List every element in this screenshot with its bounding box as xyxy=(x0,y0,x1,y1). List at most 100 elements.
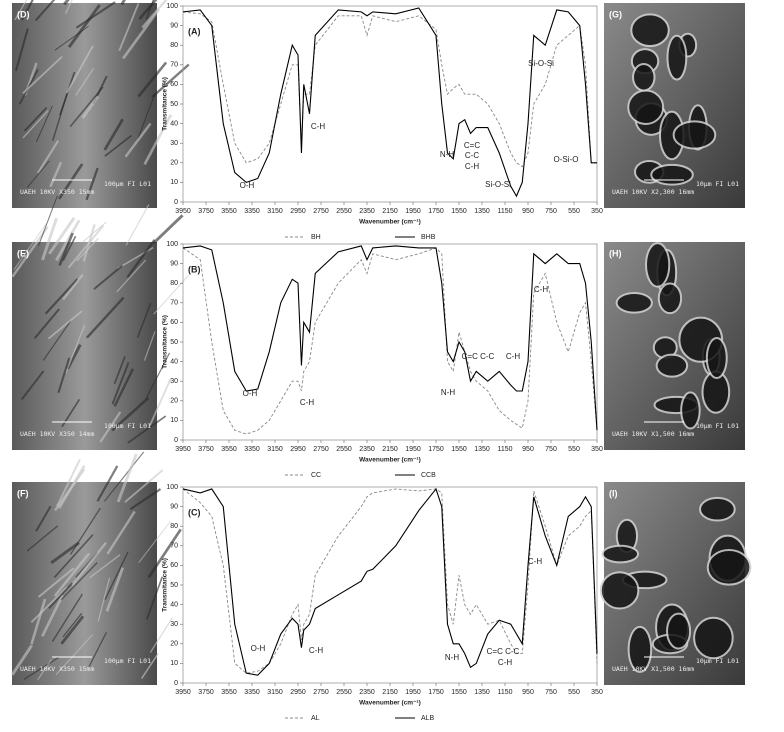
texture xyxy=(14,0,28,21)
x-tick-label: 1350 xyxy=(474,689,490,696)
texture xyxy=(37,567,75,598)
scale-text: 10µm FI L01 xyxy=(696,180,739,188)
texture xyxy=(122,8,161,60)
texture xyxy=(137,61,168,98)
pore xyxy=(672,120,717,150)
sem-image xyxy=(604,3,745,208)
annotation: C-H xyxy=(534,285,548,294)
texture xyxy=(62,273,84,301)
pore xyxy=(693,616,734,660)
texture xyxy=(66,344,82,370)
y-tick-label: 90 xyxy=(170,260,178,267)
x-tick-label: 3150 xyxy=(267,208,283,215)
y-tick-label: 40 xyxy=(170,358,178,365)
x-tick-label: 2550 xyxy=(336,689,352,696)
texture xyxy=(26,160,50,188)
x-tick-label: 1350 xyxy=(474,208,490,215)
texture xyxy=(75,67,95,96)
pore xyxy=(615,291,653,314)
texture xyxy=(93,264,123,290)
legend-label: BHB xyxy=(421,234,436,241)
x-tick-label: 1550 xyxy=(451,689,467,696)
y-tick-label: 10 xyxy=(170,179,178,186)
texture xyxy=(47,310,83,340)
pore xyxy=(655,353,689,378)
texture xyxy=(141,0,168,29)
y-tick-label: 0 xyxy=(174,437,178,444)
x-tick-label: 350 xyxy=(591,208,603,215)
sem-image xyxy=(11,195,189,450)
annotation: O-H xyxy=(251,644,266,653)
texture xyxy=(106,510,136,555)
x-tick-label: 3150 xyxy=(267,689,283,696)
x-tick-label: 750 xyxy=(545,689,557,696)
texture xyxy=(124,469,164,503)
x-tick-label: 1150 xyxy=(497,689,512,696)
x-tick-label: 2350 xyxy=(359,446,375,453)
plot-frame xyxy=(182,486,598,684)
y-tick-label: 40 xyxy=(170,120,178,127)
texture xyxy=(103,118,124,151)
panel-label: (A) xyxy=(188,26,201,36)
x-tick-label: 3350 xyxy=(244,689,260,696)
annotation: C-H xyxy=(311,122,325,131)
sem-image xyxy=(11,451,182,685)
texture xyxy=(20,0,34,21)
annotation: C=C C-C xyxy=(462,352,495,361)
y-tick-label: 50 xyxy=(170,101,178,108)
texture xyxy=(35,105,53,142)
x-tick-label: 3350 xyxy=(244,446,260,453)
x-tick-label: 2950 xyxy=(290,208,306,215)
x-tick-label: 2350 xyxy=(359,689,375,696)
sem-image xyxy=(599,482,752,685)
x-tick-label: 1950 xyxy=(405,208,421,215)
texture xyxy=(62,612,83,638)
annotation: N-H xyxy=(440,150,454,159)
y-tick-label: 80 xyxy=(170,42,178,49)
series-line xyxy=(182,245,598,431)
x-tick-label: 550 xyxy=(568,446,580,453)
series-line xyxy=(182,11,597,168)
annotation: C=C C-C xyxy=(487,647,520,656)
texture xyxy=(104,134,133,157)
texture xyxy=(23,107,48,132)
texture xyxy=(42,320,72,361)
series-line xyxy=(182,488,598,674)
x-axis-title: Wavenumber (cm⁻¹) xyxy=(359,219,421,226)
y-tick-label: 0 xyxy=(174,680,178,687)
annotation: C-H xyxy=(465,162,479,171)
x-tick-label: 350 xyxy=(591,446,603,453)
legend-label: CCB xyxy=(421,472,436,479)
texture xyxy=(116,453,138,503)
texture xyxy=(53,534,94,578)
plot-frame xyxy=(182,5,598,203)
annotation: O-H xyxy=(243,389,258,398)
texture xyxy=(30,598,47,645)
texture xyxy=(126,238,156,279)
x-tick-label: 1550 xyxy=(451,446,467,453)
y-tick-label: 100 xyxy=(166,3,178,10)
texture xyxy=(49,161,63,188)
texture xyxy=(137,93,156,139)
pore xyxy=(666,612,692,650)
pore xyxy=(627,89,665,125)
image-label: (I) xyxy=(609,488,618,498)
annotation: C-H xyxy=(309,646,323,655)
y-axis-title: Transmitance (%) xyxy=(162,77,169,131)
texture xyxy=(14,28,29,72)
y-axis-title: Transmitance (%) xyxy=(162,315,169,369)
x-tick-label: 750 xyxy=(545,446,557,453)
texture xyxy=(41,594,64,637)
texture xyxy=(88,631,108,667)
x-tick-label: 2150 xyxy=(382,689,398,696)
texture xyxy=(56,458,81,507)
plot-frame xyxy=(182,243,598,441)
image-bg xyxy=(12,242,157,450)
image-label: (H) xyxy=(609,248,622,258)
y-tick-label: 20 xyxy=(170,160,178,167)
x-tick-label: 1150 xyxy=(497,208,512,215)
texture xyxy=(11,644,33,676)
texture xyxy=(41,217,58,261)
texture xyxy=(30,586,68,623)
x-tick-label: 1750 xyxy=(428,446,444,453)
